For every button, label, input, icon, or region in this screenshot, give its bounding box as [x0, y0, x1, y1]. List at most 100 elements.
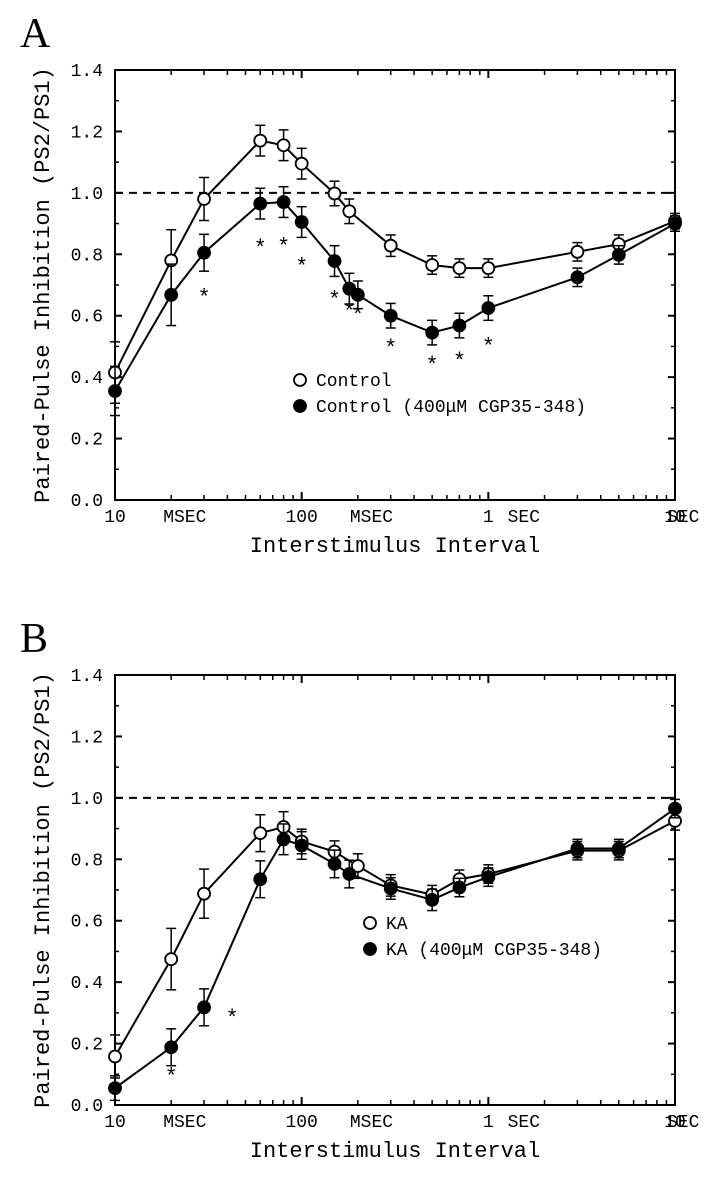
- y-tick-label: 0.8: [71, 246, 103, 266]
- data-marker: [613, 843, 625, 855]
- panel-a: A0.00.20.40.60.81.01.21.410MSEC100MSEC1S…: [0, 0, 728, 605]
- data-marker: [571, 246, 583, 258]
- data-marker: [198, 247, 210, 259]
- data-marker: [329, 858, 341, 870]
- significance-star: *: [165, 1065, 178, 1090]
- data-marker: [669, 218, 681, 230]
- significance-star: *: [197, 286, 210, 311]
- x-tick-label: MSEC: [163, 508, 206, 528]
- legend-marker: [364, 917, 376, 929]
- y-axis-label: Paired-Pulse Inhibition (PS2/PS1): [31, 67, 56, 503]
- legend-label: KA: [386, 915, 408, 935]
- significance-star: *: [482, 335, 495, 360]
- data-marker: [453, 262, 465, 274]
- data-marker: [165, 953, 177, 965]
- x-tick-label: SEC: [667, 1113, 700, 1133]
- y-tick-label: 0.4: [71, 369, 103, 389]
- data-marker: [109, 1050, 121, 1062]
- significance-star: *: [295, 255, 308, 280]
- y-tick-label: 1.0: [71, 185, 103, 205]
- data-marker: [385, 882, 397, 894]
- data-marker: [254, 135, 266, 147]
- data-marker: [482, 871, 494, 883]
- legend-label: Control (400μM CGP35-348): [316, 398, 586, 418]
- significance-star: *: [384, 336, 397, 361]
- significance-star: *: [254, 237, 267, 262]
- x-tick-label: SEC: [667, 508, 700, 528]
- panel-label: A: [20, 10, 50, 58]
- x-tick-label: 10: [104, 508, 126, 528]
- significance-star: *: [277, 235, 290, 260]
- data-marker: [571, 271, 583, 283]
- data-marker: [198, 193, 210, 205]
- significance-star: *: [225, 1007, 238, 1032]
- y-tick-label: 0.0: [71, 492, 103, 512]
- legend-label: Control: [316, 372, 392, 392]
- data-marker: [254, 827, 266, 839]
- x-tick-label: 100: [285, 1113, 317, 1133]
- legend-marker: [294, 374, 306, 386]
- data-marker: [385, 240, 397, 252]
- y-tick-label: 1.4: [71, 62, 103, 82]
- x-tick-label: 1: [483, 1113, 494, 1133]
- data-marker: [482, 302, 494, 314]
- x-tick-label: 1: [483, 508, 494, 528]
- y-tick-label: 1.4: [71, 667, 103, 687]
- data-marker: [329, 187, 341, 199]
- y-tick-label: 0.2: [71, 431, 103, 451]
- data-marker: [278, 833, 290, 845]
- panel-label: B: [20, 615, 48, 663]
- data-marker: [426, 259, 438, 271]
- y-tick-label: 0.0: [71, 1097, 103, 1117]
- data-marker: [385, 310, 397, 322]
- y-tick-label: 0.4: [71, 974, 103, 994]
- chart-panel-b: 0.00.20.40.60.81.01.21.410MSEC100MSEC1SE…: [0, 605, 728, 1199]
- x-tick-label: MSEC: [350, 1113, 393, 1133]
- data-marker: [278, 139, 290, 151]
- data-marker: [278, 196, 290, 208]
- significance-star: *: [328, 288, 341, 313]
- legend-marker: [364, 943, 376, 955]
- x-tick-label: MSEC: [163, 1113, 206, 1133]
- data-marker: [296, 216, 308, 228]
- y-tick-label: 1.0: [71, 790, 103, 810]
- x-axis-label: Interstimulus Interval: [250, 534, 540, 559]
- data-marker: [669, 803, 681, 815]
- legend-marker: [294, 400, 306, 412]
- y-tick-label: 1.2: [71, 123, 103, 143]
- y-tick-label: 1.2: [71, 728, 103, 748]
- x-tick-label: SEC: [508, 508, 541, 528]
- y-tick-label: 0.6: [71, 913, 103, 933]
- significance-star: *: [351, 303, 364, 328]
- data-marker: [296, 839, 308, 851]
- y-tick-label: 0.8: [71, 851, 103, 871]
- data-marker: [571, 843, 583, 855]
- panel-b: B0.00.20.40.60.81.01.21.410MSEC100MSEC1S…: [0, 605, 728, 1199]
- significance-star: *: [426, 353, 439, 378]
- data-marker: [613, 249, 625, 261]
- series-line: [115, 821, 675, 1057]
- chart-panel-a: 0.00.20.40.60.81.01.21.410MSEC100MSEC1SE…: [0, 0, 728, 605]
- data-marker: [165, 1041, 177, 1053]
- figure-root: A0.00.20.40.60.81.01.21.410MSEC100MSEC1S…: [0, 0, 728, 1199]
- data-marker: [453, 320, 465, 332]
- y-tick-label: 0.2: [71, 1036, 103, 1056]
- data-marker: [426, 327, 438, 339]
- data-marker: [352, 289, 364, 301]
- y-axis-label: Paired-Pulse Inhibition (PS2/PS1): [31, 672, 56, 1108]
- data-marker: [254, 873, 266, 885]
- data-marker: [198, 888, 210, 900]
- data-marker: [482, 262, 494, 274]
- data-marker: [198, 1001, 210, 1013]
- legend-label: KA (400μM CGP35-348): [386, 941, 602, 961]
- data-marker: [109, 385, 121, 397]
- data-marker: [329, 255, 341, 267]
- data-marker: [343, 868, 355, 880]
- x-tick-label: SEC: [508, 1113, 541, 1133]
- data-marker: [426, 894, 438, 906]
- data-marker: [343, 205, 355, 217]
- data-marker: [254, 198, 266, 210]
- x-axis-label: Interstimulus Interval: [250, 1139, 540, 1164]
- data-marker: [165, 289, 177, 301]
- data-marker: [109, 1082, 121, 1094]
